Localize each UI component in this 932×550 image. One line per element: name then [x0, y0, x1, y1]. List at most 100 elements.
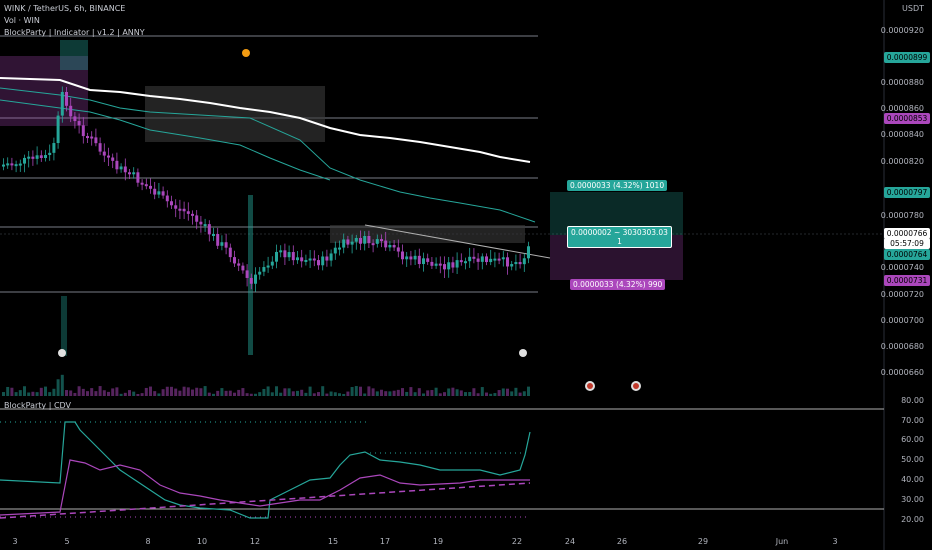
candle — [199, 221, 203, 225]
candle — [367, 235, 371, 244]
candle — [401, 251, 404, 260]
volume-bar — [354, 386, 358, 396]
cdv-teal-line — [0, 421, 531, 519]
volume-bar — [405, 391, 409, 396]
ma-white-line — [0, 77, 531, 163]
entry-line1: 0.0000002 ~ 3030303.03 — [571, 228, 668, 237]
volume-bar — [497, 390, 501, 396]
candle — [325, 256, 329, 261]
candle — [23, 157, 26, 164]
volume-bar — [312, 393, 316, 396]
volume-bar — [493, 393, 497, 396]
candle — [182, 208, 186, 212]
volume-bar — [224, 390, 228, 396]
price-tag-teal: 0.0000764 — [884, 249, 930, 260]
candle — [237, 263, 241, 266]
volume-bar — [266, 386, 270, 396]
x-tick: Jun — [775, 537, 789, 546]
candle — [262, 267, 266, 272]
candle — [287, 252, 291, 258]
indicator-legend[interactable]: BlockParty | Indicator | v1.2 | ANNY — [4, 28, 145, 37]
volume-bar — [144, 387, 148, 396]
volume-bar — [90, 388, 94, 396]
volume-bar — [270, 392, 274, 396]
candle — [283, 250, 287, 258]
ma-teal-lower — [0, 99, 331, 181]
volume-bar — [14, 392, 18, 396]
cdv-tick: 70.00 — [901, 416, 924, 425]
volume-bar — [27, 392, 31, 396]
candle — [249, 277, 253, 284]
volume-bar — [111, 388, 115, 396]
volume-bar — [300, 389, 304, 396]
cdv-legend[interactable]: BlockParty | CDV — [4, 401, 72, 410]
volume-bar — [182, 386, 186, 396]
candle — [39, 155, 43, 159]
candle — [149, 185, 152, 189]
volume-bar — [296, 390, 299, 396]
candle — [275, 251, 278, 262]
volume-bar — [350, 387, 354, 396]
candle — [77, 121, 81, 126]
candle — [333, 247, 337, 254]
volume-bar — [506, 388, 509, 396]
volume-bar — [476, 393, 480, 396]
volume-bar — [220, 388, 224, 396]
volume-bar — [438, 393, 442, 396]
volume-bar — [44, 386, 47, 396]
volume-bar — [69, 390, 73, 396]
volume-bar — [371, 388, 375, 396]
stop-label: 0.0000033 (4.32%) 990 — [570, 279, 666, 290]
price-tick: 0.0000920 — [880, 26, 924, 35]
price-tick: 0.0000680 — [880, 342, 924, 351]
volume-spike-bar — [248, 195, 253, 355]
volume-bar — [304, 392, 308, 396]
x-tick: 26 — [616, 537, 628, 546]
volume-bar — [384, 391, 388, 396]
candle — [476, 258, 480, 262]
candle — [2, 164, 5, 167]
volume-bar — [18, 390, 22, 396]
candle — [102, 151, 106, 156]
volume-bar — [283, 388, 287, 396]
volume-bar — [165, 386, 169, 396]
ma-teal-upper — [0, 87, 536, 223]
price-tick: 0.0000700 — [880, 316, 924, 325]
candle — [409, 256, 413, 260]
candle — [258, 271, 262, 275]
volume-bar — [132, 391, 136, 396]
x-tick: 10 — [196, 537, 208, 546]
candle — [178, 208, 182, 211]
candle — [228, 247, 232, 258]
candle — [329, 253, 333, 261]
volume-bar — [308, 386, 312, 396]
volume-bar — [459, 390, 463, 396]
volume-bar — [522, 391, 526, 396]
volume-bar — [249, 393, 253, 396]
volume-bar — [510, 391, 514, 396]
candle — [359, 237, 362, 244]
volume-bar — [338, 393, 341, 396]
entry-label[interactable]: 0.0000002 ~ 3030303.03 1 — [567, 226, 672, 248]
candle — [119, 166, 123, 170]
candle — [350, 241, 354, 245]
volume-legend[interactable]: Vol · WIN — [4, 16, 40, 25]
candle — [422, 258, 425, 265]
symbol-title[interactable]: WINK / TetherUS, 6h, BINANCE — [4, 4, 126, 13]
volume-bar — [86, 391, 89, 396]
volume-bar — [472, 388, 476, 396]
candle — [451, 262, 455, 268]
price-tick: 0.0000720 — [880, 290, 924, 299]
volume-bar — [23, 386, 26, 396]
cdv-tick: 60.00 — [901, 435, 924, 444]
candle — [380, 239, 383, 242]
candle — [195, 215, 199, 222]
volume-bar — [426, 390, 430, 396]
candle — [107, 155, 110, 158]
candle — [493, 258, 497, 261]
cdv-tick: 40.00 — [901, 475, 924, 484]
zone-grey — [330, 225, 525, 243]
candle — [296, 257, 299, 261]
candle — [18, 163, 22, 166]
